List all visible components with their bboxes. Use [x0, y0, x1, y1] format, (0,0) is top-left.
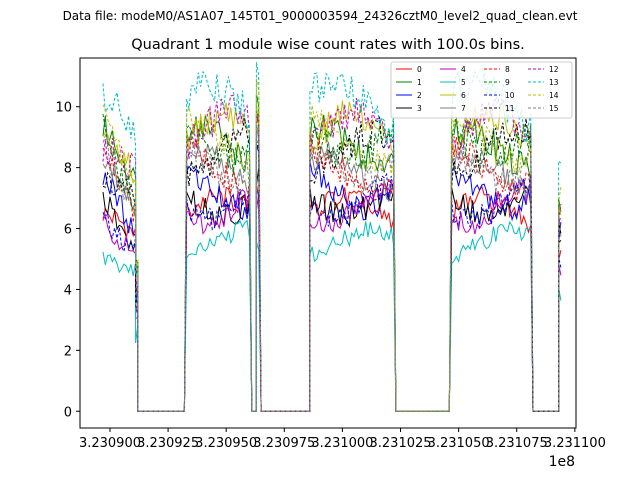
legend-label-8: 8 [505, 65, 510, 74]
x-tick-label: 3.231025 [370, 436, 432, 451]
x-tick-label: 3.230950 [195, 436, 257, 451]
legend-label-11: 11 [505, 104, 515, 113]
legend-label-0: 0 [417, 65, 422, 74]
legend-label-9: 9 [505, 78, 510, 87]
legend-box [390, 61, 573, 119]
legend-label-2: 2 [417, 91, 422, 100]
legend-label-1: 1 [417, 78, 422, 87]
plot-frame [79, 57, 577, 429]
y-tick-label: 6 [64, 223, 72, 238]
legend-label-10: 10 [505, 91, 515, 100]
legend-label-4: 4 [461, 65, 466, 74]
x-tick-label: 3.231000 [311, 436, 373, 451]
y-tick-label: 4 [64, 283, 72, 298]
series-layer [102, 62, 562, 412]
x-tick-label: 3.231075 [486, 436, 548, 451]
x-offset-label: 1e8 [549, 454, 575, 470]
series-line-12 [102, 94, 562, 412]
chart-title: Quadrant 1 module wise count rates with … [131, 37, 525, 53]
chart-suptitle: Data file: modeM0/AS1A07_145T01_90000035… [63, 9, 578, 23]
legend-label-6: 6 [461, 91, 466, 100]
y-tick-label: 2 [64, 344, 72, 359]
legend-label-14: 14 [549, 91, 559, 100]
y-tick-label: 0 [64, 405, 72, 420]
x-axis: 3.2309003.2309253.2309503.2309753.231000… [79, 428, 606, 451]
x-tick-label: 3.230900 [79, 436, 141, 451]
x-tick-label: 3.230975 [253, 436, 315, 451]
x-tick-label: 3.231050 [428, 436, 490, 451]
y-axis: 0 2 4 6 8 10 [55, 101, 80, 420]
legend-label-5: 5 [461, 78, 466, 87]
x-tick-label: 3.230925 [137, 436, 199, 451]
x-tick-label: 3.231100 [544, 436, 606, 451]
legend-label-3: 3 [417, 104, 422, 113]
legend-label-12: 12 [549, 65, 559, 74]
legend-label-15: 15 [549, 104, 559, 113]
legend-label-13: 13 [549, 78, 559, 87]
legend-label-7: 7 [461, 104, 466, 113]
y-tick-label: 8 [64, 162, 72, 177]
y-tick-label: 10 [55, 101, 72, 116]
series-line-15 [102, 125, 562, 412]
